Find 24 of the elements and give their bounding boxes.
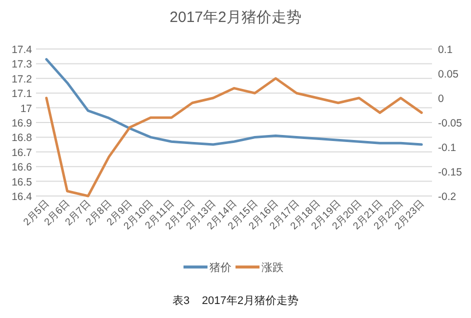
- legend-label: 猪价: [210, 261, 232, 274]
- y-tick-label: 16.4: [12, 191, 32, 203]
- chart-title: 2017年2月猪价走势: [170, 9, 302, 26]
- y2-tick-label: 0.05: [438, 68, 459, 80]
- y-tick-label: 17.1: [12, 88, 32, 100]
- y-tick-label: 16.9: [12, 118, 32, 130]
- line-series: [45, 77, 423, 198]
- y2-tick-label: -0.1: [438, 142, 456, 154]
- y-tick-label: 16.6: [12, 162, 32, 174]
- line-series: [45, 58, 423, 146]
- y2-tick-label: 0: [438, 93, 444, 105]
- y-tick-label: 16.8: [12, 132, 32, 144]
- y-tick-label: 17.3: [12, 58, 32, 71]
- y2-tick-label: -0.15: [438, 166, 462, 178]
- y-tick-label: 17: [20, 102, 32, 115]
- y2-tick-label: 0.1: [438, 44, 453, 56]
- legend-label: 涨跌: [262, 262, 284, 274]
- y-tick-label: 17.4: [12, 44, 32, 56]
- y2-tick-label: -0.05: [438, 118, 462, 130]
- y2-tick-label: -0.2: [438, 191, 456, 203]
- y-tick-label: 16.7: [12, 146, 32, 159]
- text: 表3 2017年2月猪价走势: [172, 294, 298, 307]
- y-tick-label: 16.5: [12, 176, 32, 188]
- y-tick-label: 17.2: [12, 73, 32, 86]
